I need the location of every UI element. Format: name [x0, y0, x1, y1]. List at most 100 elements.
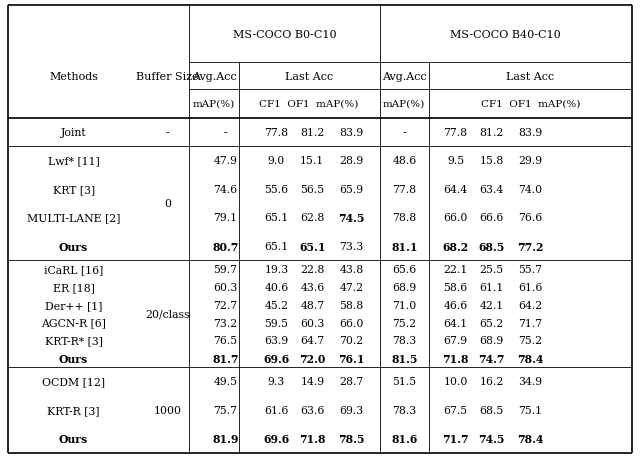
Text: 58.6: 58.6	[444, 282, 468, 292]
Text: 75.2: 75.2	[392, 318, 417, 328]
Text: 73.3: 73.3	[339, 241, 364, 252]
Text: Last Acc: Last Acc	[506, 72, 554, 82]
Text: 1000: 1000	[154, 405, 182, 415]
Text: 60.3: 60.3	[300, 318, 324, 328]
Text: 65.1: 65.1	[264, 213, 289, 223]
Text: 69.6: 69.6	[263, 433, 290, 444]
Text: mAP(%): mAP(%)	[193, 100, 236, 109]
Text: 64.1: 64.1	[444, 318, 468, 328]
Text: Joint: Joint	[61, 128, 86, 138]
Text: 68.5: 68.5	[478, 241, 505, 252]
Text: 74.7: 74.7	[478, 353, 505, 364]
Text: 68.5: 68.5	[479, 405, 504, 415]
Text: iCaRL [16]: iCaRL [16]	[44, 264, 103, 274]
Text: 78.4: 78.4	[517, 353, 544, 364]
Text: 78.8: 78.8	[392, 213, 417, 223]
Text: -: -	[166, 128, 170, 138]
Text: 56.5: 56.5	[300, 185, 324, 195]
Text: CF1  OF1  mAP(%): CF1 OF1 mAP(%)	[259, 100, 359, 109]
Text: 61.6: 61.6	[518, 282, 543, 292]
Text: 63.9: 63.9	[264, 336, 289, 346]
Text: 66.0: 66.0	[444, 213, 468, 223]
Text: 66.6: 66.6	[479, 213, 504, 223]
Text: 15.1: 15.1	[300, 156, 324, 166]
Text: 71.7: 71.7	[518, 318, 543, 328]
Text: Last Acc: Last Acc	[285, 72, 333, 82]
Text: 47.2: 47.2	[339, 282, 364, 292]
Text: 71.8: 71.8	[299, 433, 326, 444]
Text: 65.2: 65.2	[479, 318, 504, 328]
Text: 66.0: 66.0	[339, 318, 364, 328]
Text: 73.2: 73.2	[213, 318, 237, 328]
Text: 63.6: 63.6	[300, 405, 324, 415]
Text: 43.8: 43.8	[339, 264, 364, 274]
Text: 55.6: 55.6	[264, 185, 289, 195]
Text: 70.2: 70.2	[339, 336, 364, 346]
Text: MS-COCO B0-C10: MS-COCO B0-C10	[233, 30, 336, 39]
Text: 76.6: 76.6	[518, 213, 543, 223]
Text: 76.5: 76.5	[213, 336, 237, 346]
Text: 9.0: 9.0	[268, 156, 285, 166]
Text: 76.1: 76.1	[338, 353, 365, 364]
Text: 19.3: 19.3	[264, 264, 289, 274]
Text: 67.5: 67.5	[444, 405, 468, 415]
Text: Ours: Ours	[59, 353, 88, 364]
Text: 78.3: 78.3	[392, 405, 417, 415]
Text: 69.3: 69.3	[339, 405, 364, 415]
Text: 65.1: 65.1	[264, 241, 289, 252]
Text: 65.9: 65.9	[339, 185, 364, 195]
Text: 28.7: 28.7	[339, 376, 364, 386]
Text: 74.6: 74.6	[213, 185, 237, 195]
Text: 65.1: 65.1	[299, 241, 326, 252]
Text: 29.9: 29.9	[518, 156, 543, 166]
Text: 64.7: 64.7	[300, 336, 324, 346]
Text: 49.5: 49.5	[213, 376, 237, 386]
Text: 55.7: 55.7	[518, 264, 543, 274]
Text: KRT [3]: KRT [3]	[52, 185, 95, 195]
Text: 25.5: 25.5	[479, 264, 504, 274]
Text: Methods: Methods	[49, 72, 98, 82]
Text: OCDM [12]: OCDM [12]	[42, 376, 105, 386]
Text: 80.7: 80.7	[212, 241, 239, 252]
Text: 45.2: 45.2	[264, 300, 289, 310]
Text: -: -	[403, 128, 406, 138]
Text: 69.6: 69.6	[263, 353, 290, 364]
Text: 68.9: 68.9	[392, 282, 417, 292]
Text: 51.5: 51.5	[392, 376, 417, 386]
Text: 74.5: 74.5	[338, 213, 365, 224]
Text: 22.8: 22.8	[300, 264, 324, 274]
Text: 77.8: 77.8	[264, 128, 289, 138]
Text: MULTI-LANE [2]: MULTI-LANE [2]	[27, 213, 120, 223]
Text: 48.7: 48.7	[300, 300, 324, 310]
Text: KRT-R [3]: KRT-R [3]	[47, 405, 100, 415]
Text: 83.9: 83.9	[339, 128, 364, 138]
Text: 78.4: 78.4	[517, 433, 544, 444]
Text: 72.7: 72.7	[213, 300, 237, 310]
Text: 68.9: 68.9	[479, 336, 504, 346]
Text: 61.6: 61.6	[264, 405, 289, 415]
Text: 62.8: 62.8	[300, 213, 324, 223]
Text: ER [18]: ER [18]	[52, 282, 95, 292]
Text: 28.9: 28.9	[339, 156, 364, 166]
Text: 78.3: 78.3	[392, 336, 417, 346]
Text: 61.1: 61.1	[479, 282, 504, 292]
Text: AGCN-R [6]: AGCN-R [6]	[41, 318, 106, 328]
Text: 74.5: 74.5	[478, 433, 505, 444]
Text: 72.0: 72.0	[299, 353, 326, 364]
Text: 46.6: 46.6	[444, 300, 468, 310]
Text: -: -	[223, 128, 227, 138]
Text: Ours: Ours	[59, 433, 88, 444]
Text: CF1  OF1  mAP(%): CF1 OF1 mAP(%)	[481, 100, 580, 109]
Text: 83.9: 83.9	[518, 128, 543, 138]
Text: 71.7: 71.7	[442, 433, 469, 444]
Text: 14.9: 14.9	[300, 376, 324, 386]
Text: mAP(%): mAP(%)	[383, 100, 426, 109]
Text: 40.6: 40.6	[264, 282, 289, 292]
Text: 77.8: 77.8	[444, 128, 468, 138]
Text: Avg.Acc: Avg.Acc	[382, 72, 426, 82]
Text: Ours: Ours	[59, 241, 88, 252]
Text: 75.1: 75.1	[518, 405, 543, 415]
Text: 15.8: 15.8	[479, 156, 504, 166]
Text: 81.2: 81.2	[479, 128, 504, 138]
Text: 81.7: 81.7	[212, 353, 239, 364]
